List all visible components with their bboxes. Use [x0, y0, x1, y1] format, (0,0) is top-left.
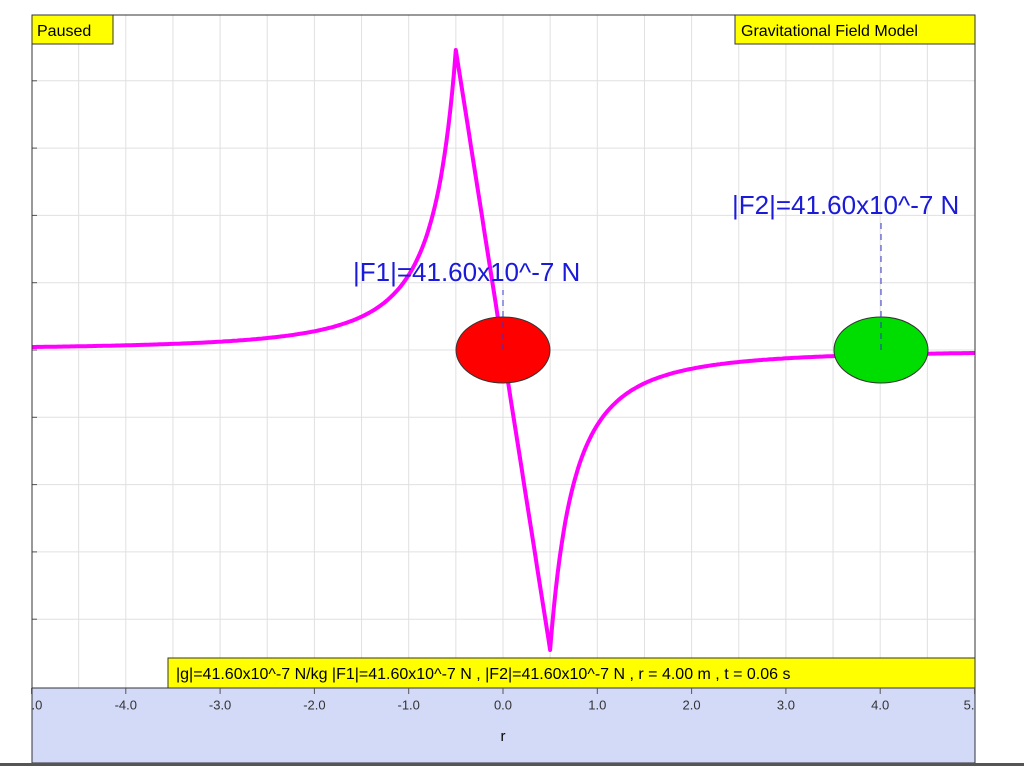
title-box — [734, 14, 976, 45]
x-tick-label: 1.0 — [588, 697, 606, 712]
x-tick-label: 0.0 — [494, 697, 512, 712]
title: Gravitational Field Model — [741, 23, 918, 40]
axis-panel — [31, 687, 976, 764]
x-axis: .0 -4.0 -3.0 -2.0 -1.0 0.0 1.0 2.0 3.0 4.0 5. — [31, 688, 975, 712]
x-axis-label: r — [501, 728, 506, 745]
x-tick-label: .0 — [32, 697, 43, 712]
force-label: |F1|=41.60x10^-7 N — [353, 257, 580, 287]
status-box[interactable] — [31, 14, 114, 45]
status: Paused — [37, 23, 91, 40]
x-tick-label: 2.0 — [683, 697, 701, 712]
x-tick-label: 4.0 — [871, 697, 889, 712]
force-label: |F2|=41.60x10^-7 N — [732, 190, 959, 220]
readout-box — [167, 657, 976, 689]
x-tick-label: 3.0 — [777, 697, 795, 712]
x-tick-label: 5. — [964, 697, 975, 712]
x-tick-label: -4.0 — [115, 697, 137, 712]
readout: |g|=41.60x10^-7 N/kg |F1|=41.60x10^-7 N … — [176, 666, 790, 683]
bottom-edge — [0, 763, 1024, 766]
x-tick-label: -3.0 — [209, 697, 231, 712]
x-tick-label: -1.0 — [397, 697, 419, 712]
x-tick-label: -2.0 — [303, 697, 325, 712]
